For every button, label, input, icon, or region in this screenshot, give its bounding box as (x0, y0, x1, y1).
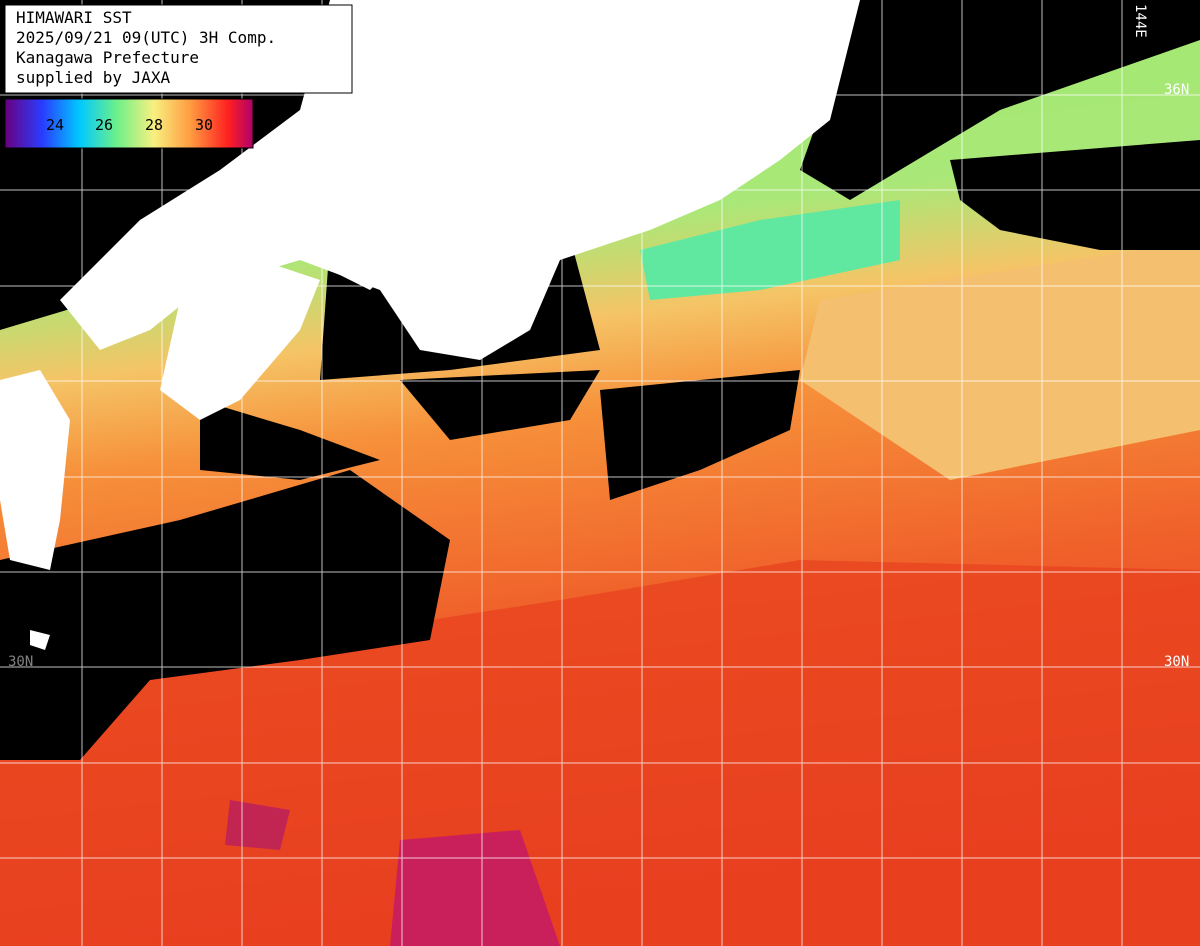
colorbar (4, 98, 254, 149)
land (0, 0, 860, 650)
colorbar-label: 26 (95, 116, 113, 134)
latitude-label: 30N (1164, 654, 1189, 670)
header-line: HIMAWARI SST (16, 8, 132, 27)
header-line: supplied by JAXA (16, 68, 170, 87)
header-line: 2025/09/21 09(UTC) 3H Comp. (16, 28, 276, 47)
hot-spot (390, 830, 560, 946)
colorbar-label: 24 (46, 116, 64, 134)
latitude-label: 30N (8, 654, 33, 670)
latitude-label: 36N (1164, 82, 1189, 98)
cool-region (640, 200, 900, 300)
colorbar-label: 28 (145, 116, 163, 134)
header-line: Kanagawa Prefecture (16, 48, 199, 67)
header-box (4, 4, 353, 94)
longitude-label: 144E (1132, 4, 1148, 38)
hot-spot (225, 800, 290, 850)
mild-region (800, 240, 1200, 480)
colorbar-label: 30 (195, 116, 213, 134)
